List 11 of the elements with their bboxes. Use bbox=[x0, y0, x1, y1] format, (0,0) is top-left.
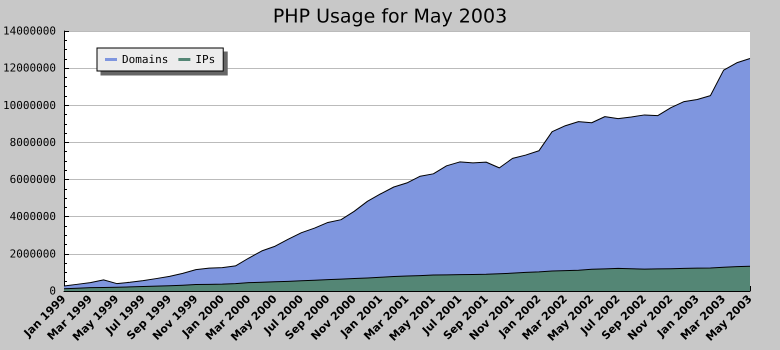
y-tick-label: 8000000 bbox=[10, 136, 56, 149]
chart-title: PHP Usage for May 2003 bbox=[272, 6, 508, 28]
legend-label: Domains bbox=[122, 53, 168, 66]
legend-label: IPs bbox=[195, 53, 216, 66]
y-tick-label: 6000000 bbox=[10, 173, 56, 186]
y-tick-label: 10000000 bbox=[2, 98, 56, 112]
y-tick-label: 14000000 bbox=[2, 24, 56, 38]
y-tick-label: 4000000 bbox=[10, 210, 56, 224]
y-tick-label: 0 bbox=[49, 284, 56, 298]
y-tick-label: 2000000 bbox=[10, 247, 56, 260]
y-tick-label: 12000000 bbox=[2, 62, 56, 75]
